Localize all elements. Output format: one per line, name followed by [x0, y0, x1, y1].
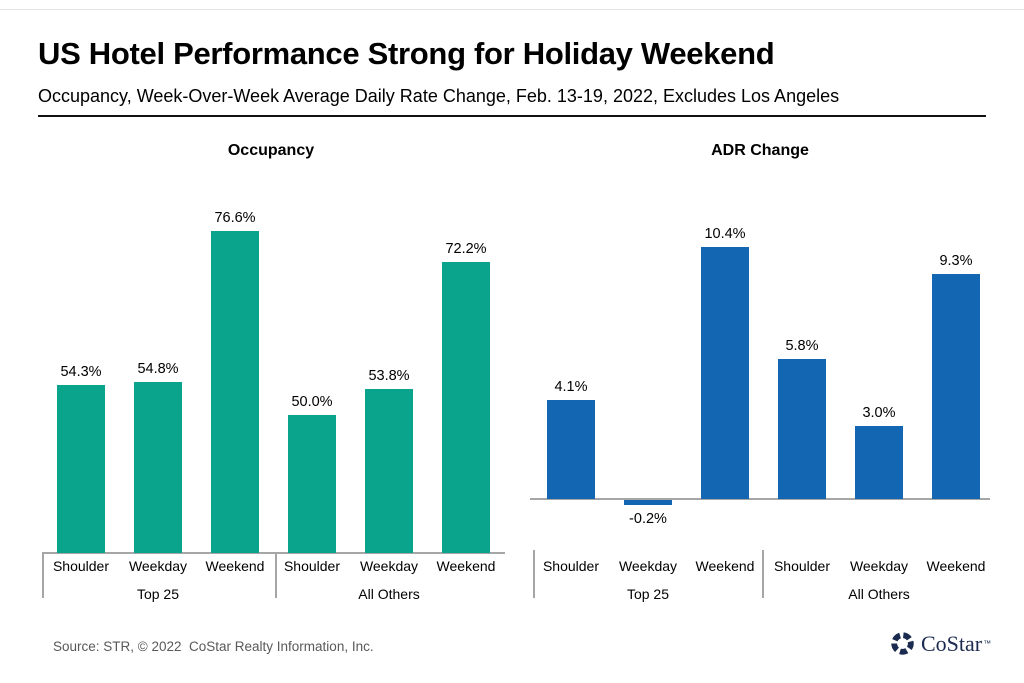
- costar-wordmark: CoStar: [921, 630, 983, 656]
- bar-value-label: 53.8%: [368, 368, 410, 384]
- category-label: Weekend: [436, 558, 496, 574]
- group-label: Top 25: [136, 586, 180, 602]
- bar-value-label: 50.0%: [291, 394, 333, 410]
- bar: [624, 500, 672, 505]
- group-label: Top 25: [626, 586, 670, 602]
- top-border-line: [0, 9, 1024, 10]
- header-divider: [38, 115, 986, 117]
- bar-value-label: 72.2%: [445, 241, 487, 257]
- group-separator: [42, 553, 44, 598]
- occupancy-chart-title: Occupancy: [227, 142, 315, 159]
- bar-value-label: 76.6%: [214, 210, 256, 226]
- bar: [442, 262, 490, 553]
- bar: [288, 415, 336, 553]
- x-axis-line: [42, 552, 505, 554]
- bar: [57, 385, 105, 553]
- category-label: Weekday: [128, 558, 188, 574]
- group-separator: [762, 550, 764, 598]
- bar: [547, 400, 595, 499]
- bar-value-label: 5.8%: [785, 338, 819, 354]
- category-label: Weekday: [359, 558, 419, 574]
- bar-value-label: 10.4%: [704, 226, 746, 242]
- category-label: Shoulder: [52, 558, 110, 574]
- category-label: Weekday: [618, 558, 678, 574]
- bar: [778, 359, 826, 499]
- bar-value-label: 54.8%: [137, 361, 179, 377]
- category-label: Shoulder: [773, 558, 831, 574]
- bar-value-label: 9.3%: [939, 253, 973, 269]
- adr-change-chart-title: ADR Change: [711, 142, 809, 159]
- trademark-symbol: ™: [983, 639, 992, 648]
- occupancy-chart: Occupancy 54.3% Shoulder 54.8% Weekday 76.6%…: [37, 140, 505, 620]
- bar: [365, 389, 413, 553]
- occupancy-plot-area: 54.3% Shoulder 54.8% Weekday 76.6% Weekend 50.…: [37, 140, 505, 620]
- group-separator: [533, 550, 535, 598]
- costar-logo: CoStar ™: [889, 630, 991, 657]
- bar: [134, 382, 182, 553]
- bar: [211, 231, 259, 553]
- bar: [701, 247, 749, 499]
- category-label: Shoulder: [283, 558, 341, 574]
- source-note: Source: STR, © 2022 CoStar Realty Inform…: [53, 639, 374, 654]
- category-label: Weekend: [695, 558, 755, 574]
- x-axis-line: [530, 498, 990, 500]
- group-label: All Others: [358, 586, 420, 602]
- bar-value-label: 4.1%: [554, 379, 588, 395]
- page-title: US Hotel Performance Strong for Holiday …: [38, 36, 775, 71]
- page-subtitle: Occupancy, Week-Over-Week Average Daily …: [38, 86, 840, 106]
- bar-value-label: 54.3%: [60, 364, 102, 380]
- adr-change-chart: ADR Change 4.1% Shoulder -0.2% Weekday 10.4%…: [530, 140, 990, 620]
- bar: [855, 426, 903, 499]
- bar-value-label: 3.0%: [862, 405, 896, 421]
- category-label: Weekday: [849, 558, 909, 574]
- group-separator: [275, 553, 277, 598]
- bar-value-label: -0.2%: [629, 511, 667, 527]
- costar-swirl-icon: [891, 632, 914, 655]
- category-label: Shoulder: [542, 558, 600, 574]
- category-label: Weekend: [205, 558, 265, 574]
- adr-change-plot-area: 4.1% Shoulder -0.2% Weekday 10.4% Weekend 5.8%…: [530, 140, 990, 620]
- bar: [932, 274, 980, 499]
- category-label: Weekend: [926, 558, 986, 574]
- group-label: All Others: [848, 586, 910, 602]
